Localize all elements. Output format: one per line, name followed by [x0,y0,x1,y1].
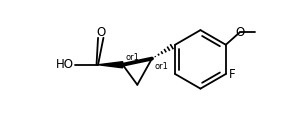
Text: F: F [229,67,236,80]
Polygon shape [98,62,123,68]
Text: O: O [235,26,244,39]
Text: or1: or1 [154,62,168,71]
Text: O: O [96,26,106,39]
Text: HO: HO [56,58,74,71]
Text: or1: or1 [126,53,140,62]
